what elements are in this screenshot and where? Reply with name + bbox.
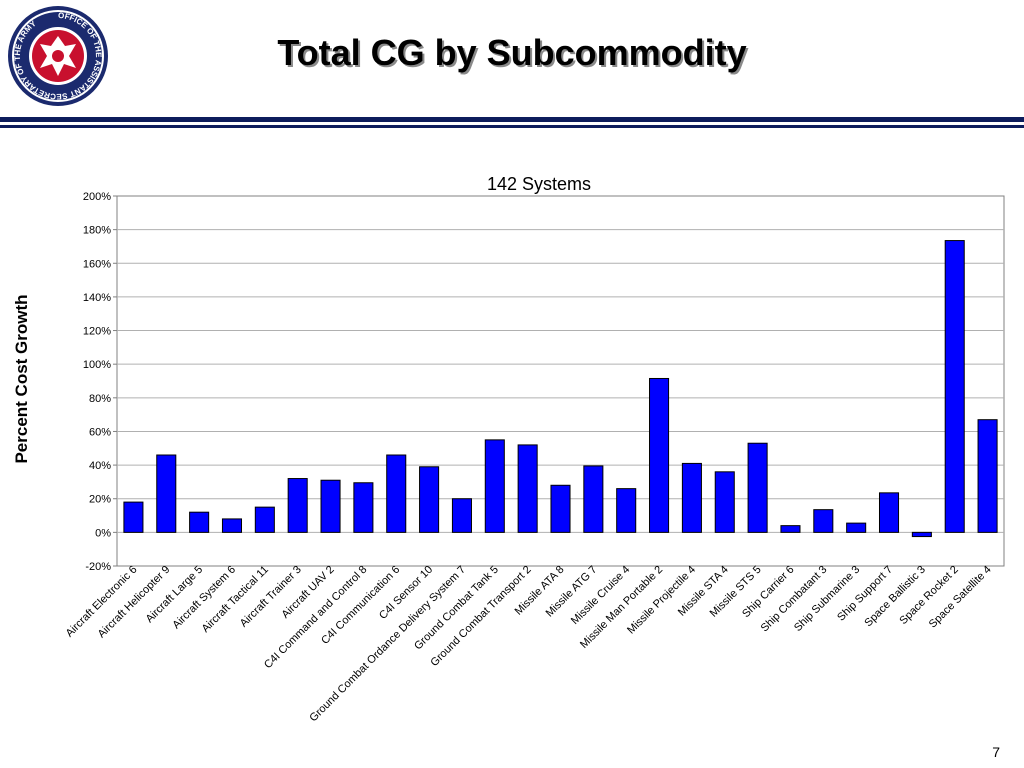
- bar: [813, 509, 834, 533]
- bar: [681, 462, 702, 533]
- bar: [287, 478, 308, 533]
- bar: [386, 454, 407, 533]
- army-seal-icon: OFFICE OF THE ASSISTANT SECRETARY OF THE…: [8, 6, 108, 106]
- y-tick-label: 180%: [83, 225, 111, 237]
- x-tick-label: Space Satellite 4: [927, 564, 994, 631]
- header-rule: [0, 117, 1024, 122]
- bar: [484, 439, 505, 533]
- bar: [583, 465, 604, 533]
- bar: [714, 471, 735, 533]
- bar: [747, 442, 768, 533]
- y-tick-label: -20%: [85, 561, 111, 573]
- bar: [221, 518, 243, 533]
- y-tick-label: 20%: [89, 494, 111, 506]
- x-tick-label: Missile Cruise 4: [569, 564, 632, 627]
- x-tick-label: Space Ballistic 3: [862, 564, 928, 630]
- bar: [977, 419, 998, 533]
- bar: [320, 479, 341, 533]
- bar: [911, 531, 932, 538]
- bar: [878, 492, 900, 533]
- bar: [353, 482, 374, 533]
- y-tick-label: 140%: [83, 292, 111, 304]
- x-tick-label: Aircraft Large 5: [144, 564, 206, 626]
- page-title: Total CG by Subcommodity: [277, 32, 747, 73]
- y-tick-label: 80%: [89, 393, 111, 405]
- y-tick-label: 200%: [83, 191, 111, 203]
- x-tick-label: Space Rocket 2: [897, 564, 960, 627]
- bar: [123, 501, 144, 533]
- y-tick-label: 60%: [89, 426, 111, 438]
- y-tick-label: 160%: [83, 258, 111, 270]
- bar: [944, 240, 965, 533]
- bar: [189, 511, 210, 533]
- header-rule-thin: [0, 125, 1024, 128]
- bar: [451, 498, 472, 533]
- bar: [550, 484, 571, 533]
- bar: [254, 506, 275, 533]
- y-tick-label: 120%: [83, 326, 111, 338]
- bar: [517, 444, 538, 533]
- y-tick-label: 0%: [95, 527, 111, 539]
- bar: [156, 454, 177, 533]
- chart-title: 142 Systems: [487, 174, 591, 194]
- bar: [419, 466, 440, 533]
- bar: [846, 522, 867, 533]
- plot-area: [116, 195, 1005, 567]
- bar: [616, 488, 637, 533]
- page-number: 7: [992, 744, 1000, 760]
- y-tick-label: 40%: [89, 460, 111, 472]
- y-tick-label: 100%: [83, 359, 111, 371]
- bar: [780, 525, 801, 533]
- bar: [649, 377, 670, 533]
